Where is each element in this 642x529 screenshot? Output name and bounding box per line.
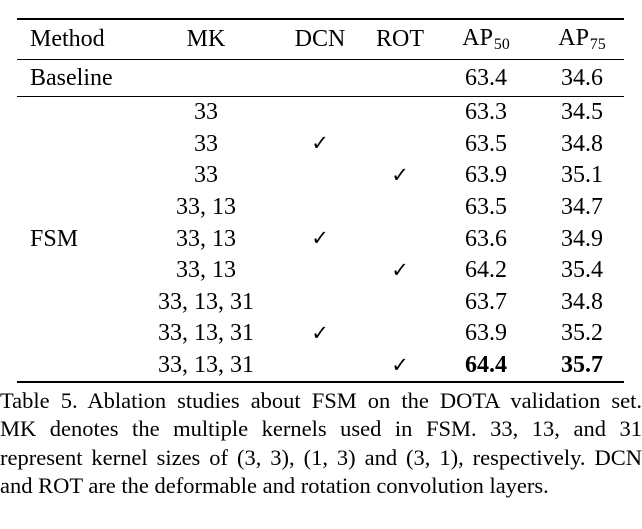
cell-ap50: 64.4: [465, 352, 507, 379]
cell-mk: 33: [194, 130, 218, 157]
table-header-row: Method MK DCN ROT AP50 AP75: [17, 20, 624, 60]
table-body: Baseline 63.4 34.6 33 63.3 34.5 33 ✓ 63.5 34.8 33 ✓…: [17, 60, 624, 381]
table-row: 33 63.3 34.5: [17, 97, 624, 129]
cell-ap50: 63.9: [465, 162, 507, 189]
cell-mk: 33, 13: [176, 225, 236, 252]
col-header-method: Method: [30, 26, 105, 53]
cell-ap50: 63.5: [465, 194, 507, 221]
cell-ap50: 63.4: [465, 64, 507, 91]
cell-mk: 33, 13: [176, 257, 236, 284]
col-header-ap75: AP75: [540, 26, 624, 53]
ap50-subscript: 50: [493, 36, 510, 54]
cell-ap75: 35.2: [561, 320, 603, 347]
cell-ap75: 34.5: [561, 99, 603, 126]
col-header-rot: ROT: [376, 26, 424, 53]
cell-ap75: 34.6: [561, 64, 603, 91]
dcn-checkmark-icon: ✓: [311, 226, 329, 251]
col-header-dcn: DCN: [294, 26, 346, 53]
paper-table-figure: Method MK DCN ROT AP50 AP75 Baseline 63.4…: [0, 18, 642, 501]
cell-ap75: 34.8: [561, 130, 603, 157]
cell-mk: 33: [194, 99, 218, 126]
cell-ap50: 63.5: [465, 130, 507, 157]
cell-method: Baseline: [30, 64, 113, 91]
col-header-mk: MK: [186, 26, 226, 53]
table-row: 33, 13, 31 ✓ 64.4 35.7: [17, 349, 624, 381]
cell-ap75: 34.9: [561, 225, 603, 252]
table-row: Baseline 63.4 34.6: [17, 60, 624, 97]
cell-ap50: 64.2: [465, 257, 507, 284]
cell-mk: 33, 13: [176, 194, 236, 221]
cell-ap75: 35.4: [561, 257, 603, 284]
dcn-checkmark-icon: ✓: [311, 320, 329, 345]
table-row: 33, 13, 31 ✓ 63.9 35.2: [17, 318, 624, 350]
cell-ap50: 63.9: [465, 320, 507, 347]
dcn-checkmark-icon: ✓: [311, 131, 329, 156]
cell-mk: 33, 13, 31: [158, 320, 254, 347]
cell-method: FSM: [30, 225, 79, 252]
caption-line: and ROT are the deformable and rotation …: [0, 473, 549, 499]
table-row: 33 ✓ 63.9 35.1: [17, 160, 624, 192]
cell-mk: 33, 13, 31: [158, 352, 254, 379]
cell-ap75: 34.8: [561, 288, 603, 315]
rot-checkmark-icon: ✓: [391, 257, 409, 282]
table-row: 33, 13 63.5 34.7: [17, 191, 624, 223]
caption-line: represent kernel sizes of (3, 3), (1, 3)…: [0, 444, 642, 470]
rot-checkmark-icon: ✓: [391, 352, 409, 377]
table-caption: Table 5. Ablation studies about FSM on t…: [0, 387, 642, 501]
rot-checkmark-icon: ✓: [391, 162, 409, 187]
cell-mk: 33: [194, 162, 218, 189]
cell-ap75: 35.1: [561, 162, 603, 189]
table-row: 33, 13 ✓ 64.2 35.4: [17, 254, 624, 286]
table-row: FSM 33, 13 ✓ 63.6 34.9: [17, 223, 624, 255]
ablation-table: Method MK DCN ROT AP50 AP75 Baseline 63.4…: [17, 18, 624, 383]
table-row: 33 ✓ 63.5 34.8: [17, 128, 624, 160]
table-row: 33, 13, 31 63.7 34.8: [17, 286, 624, 318]
ap75-subscript: 75: [589, 36, 606, 54]
caption-line: MK denotes the multiple kernels used in …: [0, 416, 642, 442]
caption-line: Table 5. Ablation studies about FSM on t…: [0, 387, 642, 413]
cell-ap50: 63.7: [465, 288, 507, 315]
ap75-label: AP: [558, 24, 589, 51]
cell-mk: 33, 13, 31: [158, 288, 254, 315]
cell-ap50: 63.6: [465, 225, 507, 252]
cell-ap50: 63.3: [465, 99, 507, 126]
col-header-ap50: AP50: [432, 26, 540, 53]
cell-ap75: 35.7: [561, 352, 603, 379]
cell-ap75: 34.7: [561, 194, 603, 221]
ap50-label: AP: [462, 24, 493, 51]
